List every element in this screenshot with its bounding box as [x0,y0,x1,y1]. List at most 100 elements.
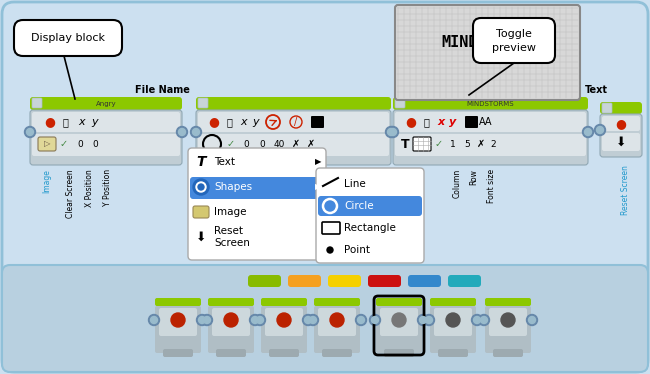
Text: Text: Text [214,157,235,167]
Text: X Position: X Position [85,169,94,207]
Text: ✗: ✗ [477,139,485,149]
Circle shape [148,315,159,325]
Text: 🍃: 🍃 [62,117,68,127]
Text: T: T [400,138,410,150]
Circle shape [255,315,265,325]
Text: Color: Color [314,169,323,189]
Text: Radius: Radius [278,169,287,195]
FancyBboxPatch shape [190,177,324,199]
Circle shape [597,126,603,134]
Text: ●: ● [209,116,220,129]
FancyBboxPatch shape [208,298,254,306]
FancyBboxPatch shape [316,168,424,263]
Text: Circle: Circle [344,201,374,211]
Text: Point: Point [344,245,370,255]
FancyBboxPatch shape [600,114,642,157]
FancyBboxPatch shape [493,349,523,357]
Text: 5: 5 [464,140,470,148]
FancyBboxPatch shape [30,97,182,110]
Text: Image: Image [42,169,51,193]
FancyBboxPatch shape [395,112,586,132]
Circle shape [478,315,489,325]
FancyBboxPatch shape [368,275,401,287]
Text: ▷: ▷ [44,140,50,148]
FancyBboxPatch shape [288,275,321,287]
FancyBboxPatch shape [155,306,201,353]
Circle shape [177,126,187,138]
Circle shape [309,316,317,324]
Text: 40: 40 [273,140,285,148]
FancyBboxPatch shape [196,97,391,110]
FancyBboxPatch shape [32,112,180,132]
Circle shape [198,316,205,324]
Text: Shapes: Shapes [214,182,252,192]
FancyBboxPatch shape [438,349,468,357]
Circle shape [372,316,378,324]
Circle shape [190,126,202,138]
FancyBboxPatch shape [188,148,326,260]
FancyBboxPatch shape [473,18,555,63]
Circle shape [446,313,460,327]
Circle shape [257,316,263,324]
FancyBboxPatch shape [602,116,640,131]
Text: 0: 0 [243,140,249,148]
Text: 🍃: 🍃 [423,117,429,127]
FancyBboxPatch shape [322,349,352,357]
Text: ●: ● [406,116,417,129]
FancyBboxPatch shape [485,306,531,353]
Circle shape [582,126,593,138]
Circle shape [528,316,536,324]
FancyBboxPatch shape [602,103,612,113]
Text: Font size: Font size [487,169,496,203]
FancyBboxPatch shape [261,306,307,353]
Circle shape [302,315,313,325]
Text: Line: Line [344,179,366,189]
FancyBboxPatch shape [314,298,360,306]
Circle shape [196,182,206,192]
Text: Y Position: Y Position [103,169,112,206]
FancyBboxPatch shape [196,110,391,165]
FancyBboxPatch shape [311,116,324,128]
FancyBboxPatch shape [600,102,642,114]
Text: File Name: File Name [135,85,189,95]
FancyBboxPatch shape [448,275,481,287]
Circle shape [196,315,207,325]
Text: Row: Row [469,169,478,185]
Circle shape [27,129,34,135]
Text: ▶: ▶ [315,157,321,166]
Circle shape [387,129,395,135]
FancyBboxPatch shape [395,134,586,156]
FancyBboxPatch shape [489,308,527,336]
Text: Clear Screen: Clear Screen [66,169,75,218]
Circle shape [192,129,200,135]
Circle shape [151,316,157,324]
Circle shape [473,316,480,324]
Circle shape [526,315,538,325]
FancyBboxPatch shape [261,298,307,306]
Text: 0: 0 [92,140,98,148]
Text: y: y [92,117,98,127]
Text: ●: ● [45,116,55,129]
FancyBboxPatch shape [269,349,299,357]
Circle shape [595,125,606,135]
Text: Reset
Screen: Reset Screen [214,226,250,248]
FancyBboxPatch shape [198,112,389,132]
Circle shape [203,316,211,324]
FancyBboxPatch shape [393,110,588,165]
FancyBboxPatch shape [485,298,531,306]
Text: ✓: ✓ [435,139,443,149]
FancyBboxPatch shape [395,5,580,100]
Text: y: y [449,117,456,127]
Circle shape [426,316,432,324]
Circle shape [202,315,213,325]
Text: Column: Column [453,169,462,198]
FancyBboxPatch shape [318,196,422,216]
FancyBboxPatch shape [193,206,209,218]
FancyBboxPatch shape [32,134,180,156]
FancyBboxPatch shape [465,116,478,128]
Circle shape [392,313,406,327]
Circle shape [307,315,318,325]
Text: T: T [196,155,206,169]
Text: ●: ● [616,117,627,131]
Text: Fill: Fill [296,169,305,180]
